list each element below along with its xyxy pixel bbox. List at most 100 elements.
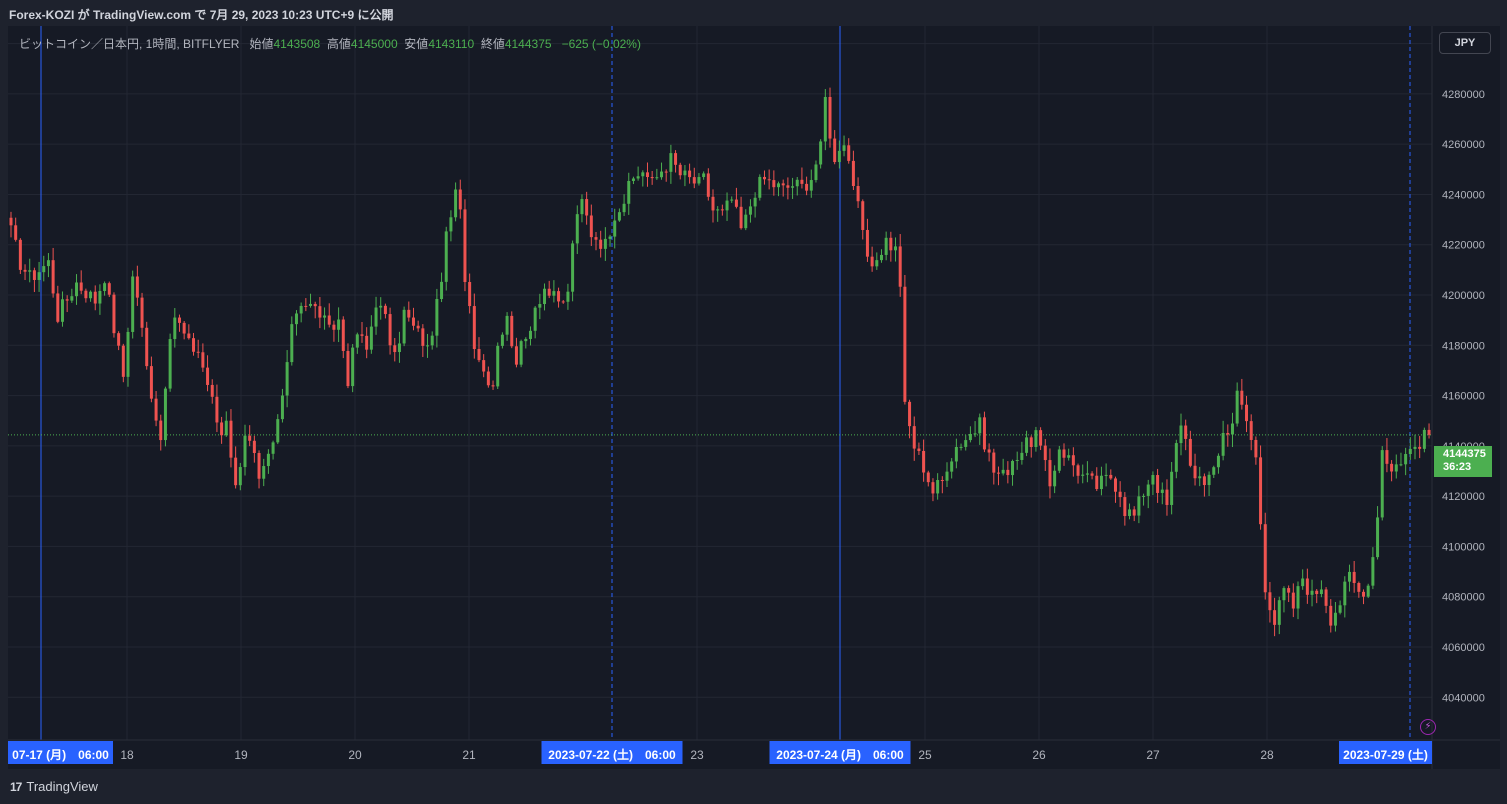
candle-up xyxy=(875,260,879,267)
candle-up xyxy=(444,231,448,282)
candle-down xyxy=(926,472,930,483)
price-tick-label: 4220000 xyxy=(1442,240,1485,252)
price-tick-label: 4280000 xyxy=(1442,89,1485,101)
candle-down xyxy=(1362,591,1366,597)
candle-down xyxy=(594,237,598,240)
price-tick-label: 4120000 xyxy=(1442,491,1485,503)
candle-down xyxy=(9,217,13,226)
candle-up xyxy=(355,334,359,348)
candle-down xyxy=(1062,449,1066,458)
candle-down xyxy=(482,360,486,372)
candle-down xyxy=(1029,437,1033,448)
candle-up xyxy=(1034,430,1038,448)
candle-up xyxy=(1085,473,1089,475)
candle-up xyxy=(238,467,242,486)
candle-down xyxy=(706,173,710,197)
candle-up xyxy=(397,343,401,353)
candle-down xyxy=(645,172,649,178)
candle-up xyxy=(1399,464,1403,466)
candle-down xyxy=(196,351,200,353)
currency-button[interactable]: JPY xyxy=(1439,32,1491,54)
candle-up xyxy=(631,178,635,181)
candle-down xyxy=(557,291,561,302)
candle-down xyxy=(257,452,261,479)
candle-up xyxy=(1301,578,1305,587)
time-tick-label: 28 xyxy=(1260,748,1274,762)
close-value: 4144375 xyxy=(504,37,552,51)
candle-up xyxy=(98,290,102,304)
candles xyxy=(9,87,1431,637)
candle-up xyxy=(879,254,883,261)
candle-down xyxy=(1193,465,1197,479)
time-tick-label: 27 xyxy=(1146,748,1160,762)
candle-down xyxy=(304,305,308,307)
candle-down xyxy=(393,345,397,353)
candle-up xyxy=(369,326,373,350)
candle-up xyxy=(575,214,579,244)
candle-down xyxy=(220,422,224,436)
last-price-value: 4144375 xyxy=(1443,448,1486,460)
candle-up xyxy=(936,480,940,494)
candle-up xyxy=(753,197,757,207)
candle-down xyxy=(18,239,22,270)
candle-up xyxy=(496,345,500,387)
marker-lines xyxy=(40,26,1411,740)
candlestick-chart[interactable]: 4040000406000040800004100000412000041400… xyxy=(8,26,1500,769)
candle-up xyxy=(622,203,626,213)
candle-down xyxy=(889,237,893,251)
candle-down xyxy=(992,452,996,473)
tradingview-logo[interactable]: 17 TradingView xyxy=(10,779,98,794)
candle-down xyxy=(313,303,317,307)
candle-up xyxy=(290,324,294,363)
candle-up xyxy=(299,305,303,314)
candle-down xyxy=(388,314,392,346)
price-tick-label: 4200000 xyxy=(1442,290,1485,302)
candle-up xyxy=(1394,464,1398,472)
candle-up xyxy=(131,276,135,332)
candle-down xyxy=(561,301,565,303)
lightning-icon[interactable]: ⚡ xyxy=(1420,719,1436,735)
candle-up xyxy=(538,304,542,308)
price-axis[interactable]: 4040000406000040800004100000412000041400… xyxy=(1431,26,1485,769)
change-value: −625 (−0.02%) xyxy=(561,37,641,51)
candle-down xyxy=(903,286,907,402)
candle-up xyxy=(1067,455,1071,458)
candle-up xyxy=(1338,605,1342,613)
candle-down xyxy=(772,180,776,188)
candle-up xyxy=(1371,557,1375,586)
candle-up xyxy=(641,172,645,177)
time-tick-label: 23 xyxy=(690,748,704,762)
low-value: 4143110 xyxy=(428,37,475,51)
time-axis[interactable]: 18 19 20 21 23 25 26 27 28 07-17 (月) 06:00 2023-07… xyxy=(8,739,1500,764)
candle-up xyxy=(323,315,327,318)
candle-down xyxy=(1427,429,1431,435)
candle-down xyxy=(1113,478,1117,492)
candle-up xyxy=(1212,467,1216,475)
candle-up xyxy=(1179,425,1183,444)
candle-down xyxy=(1188,438,1192,466)
low-label: 安値 xyxy=(404,37,429,51)
candle-down xyxy=(1240,390,1244,405)
price-tick-label: 4080000 xyxy=(1442,592,1485,604)
candle-down xyxy=(585,199,589,216)
candle-down xyxy=(1165,489,1169,505)
chart-pane[interactable]: 4040000406000040800004100000412000041400… xyxy=(8,26,1500,769)
candle-down xyxy=(346,350,350,387)
candle-up xyxy=(1216,455,1220,468)
candle-up xyxy=(103,283,107,291)
candle-up xyxy=(280,395,284,420)
candle-down xyxy=(1305,578,1309,595)
candle-up xyxy=(374,307,378,327)
candle-up xyxy=(725,200,729,211)
footer-bar: 17 TradingView xyxy=(0,769,1507,804)
candle-up xyxy=(814,164,818,181)
candle-up xyxy=(613,220,617,237)
candle-up xyxy=(28,270,32,272)
candle-down xyxy=(1390,463,1394,472)
price-tick-label: 4260000 xyxy=(1442,139,1485,151)
candle-down xyxy=(23,269,27,272)
symbol-name[interactable]: ビットコイン／日本円, 1時間, BITFLYER xyxy=(19,37,240,51)
candle-down xyxy=(805,183,809,191)
candle-up xyxy=(894,246,898,251)
candle-down xyxy=(1156,475,1160,493)
